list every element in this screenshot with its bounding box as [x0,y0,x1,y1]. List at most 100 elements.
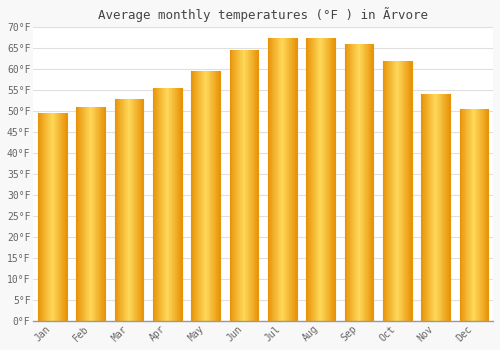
Bar [181,88,182,321]
Bar [403,61,404,321]
Bar [104,107,105,321]
Bar [473,109,474,321]
Bar [233,50,234,321]
Bar [98,107,100,321]
Bar [236,50,237,321]
Bar [255,50,256,321]
Bar [406,61,408,321]
Bar [230,50,231,321]
Bar [307,38,308,321]
Bar [396,61,398,321]
Bar [292,38,293,321]
Bar [215,71,216,321]
Bar [100,107,101,321]
Bar [434,94,435,321]
Bar [394,61,395,321]
Bar [463,109,464,321]
Bar [121,98,122,321]
Bar [477,109,478,321]
Bar [388,61,390,321]
Bar [316,38,317,321]
Bar [387,61,388,321]
Bar [400,61,401,321]
Bar [206,71,207,321]
Bar [461,109,462,321]
Bar [93,107,94,321]
Bar [436,94,437,321]
Bar [205,71,206,321]
Bar [291,38,292,321]
Bar [317,38,318,321]
Bar [326,38,327,321]
Bar [280,38,281,321]
Bar [421,94,422,321]
Bar [364,44,366,321]
Bar [370,44,371,321]
Bar [410,61,411,321]
Bar [64,113,66,321]
Bar [398,61,400,321]
Bar [351,44,352,321]
Bar [218,71,220,321]
Bar [270,38,271,321]
Bar [192,71,194,321]
Bar [271,38,272,321]
Bar [274,38,275,321]
Bar [244,50,246,321]
Bar [469,109,470,321]
Bar [284,38,285,321]
Bar [349,44,350,321]
Bar [362,44,363,321]
Bar [175,88,176,321]
Bar [446,94,447,321]
Bar [216,71,217,321]
Bar [126,98,127,321]
Bar [176,88,178,321]
Bar [358,44,359,321]
Bar [94,107,95,321]
Bar [42,113,43,321]
Bar [432,94,434,321]
Bar [401,61,402,321]
Bar [138,98,139,321]
Bar [466,109,468,321]
Bar [484,109,486,321]
Bar [286,38,288,321]
Bar [102,107,103,321]
Bar [360,44,361,321]
Bar [116,98,117,321]
Bar [361,44,362,321]
Bar [135,98,136,321]
Bar [180,88,181,321]
Bar [385,61,386,321]
Bar [324,38,325,321]
Bar [486,109,487,321]
Bar [114,98,116,321]
Bar [426,94,427,321]
Bar [252,50,254,321]
Bar [122,98,124,321]
Bar [128,98,129,321]
Bar [79,107,80,321]
Bar [430,94,432,321]
Bar [165,88,166,321]
Bar [168,88,169,321]
Bar [334,38,335,321]
Bar [160,88,161,321]
Bar [170,88,171,321]
Bar [131,98,132,321]
Bar [49,113,50,321]
Bar [130,98,131,321]
Bar [464,109,466,321]
Bar [166,88,168,321]
Bar [208,71,210,321]
Bar [77,107,78,321]
Bar [346,44,348,321]
Bar [179,88,180,321]
Bar [425,94,426,321]
Bar [61,113,62,321]
Bar [238,50,239,321]
Bar [155,88,156,321]
Bar [251,50,252,321]
Bar [202,71,203,321]
